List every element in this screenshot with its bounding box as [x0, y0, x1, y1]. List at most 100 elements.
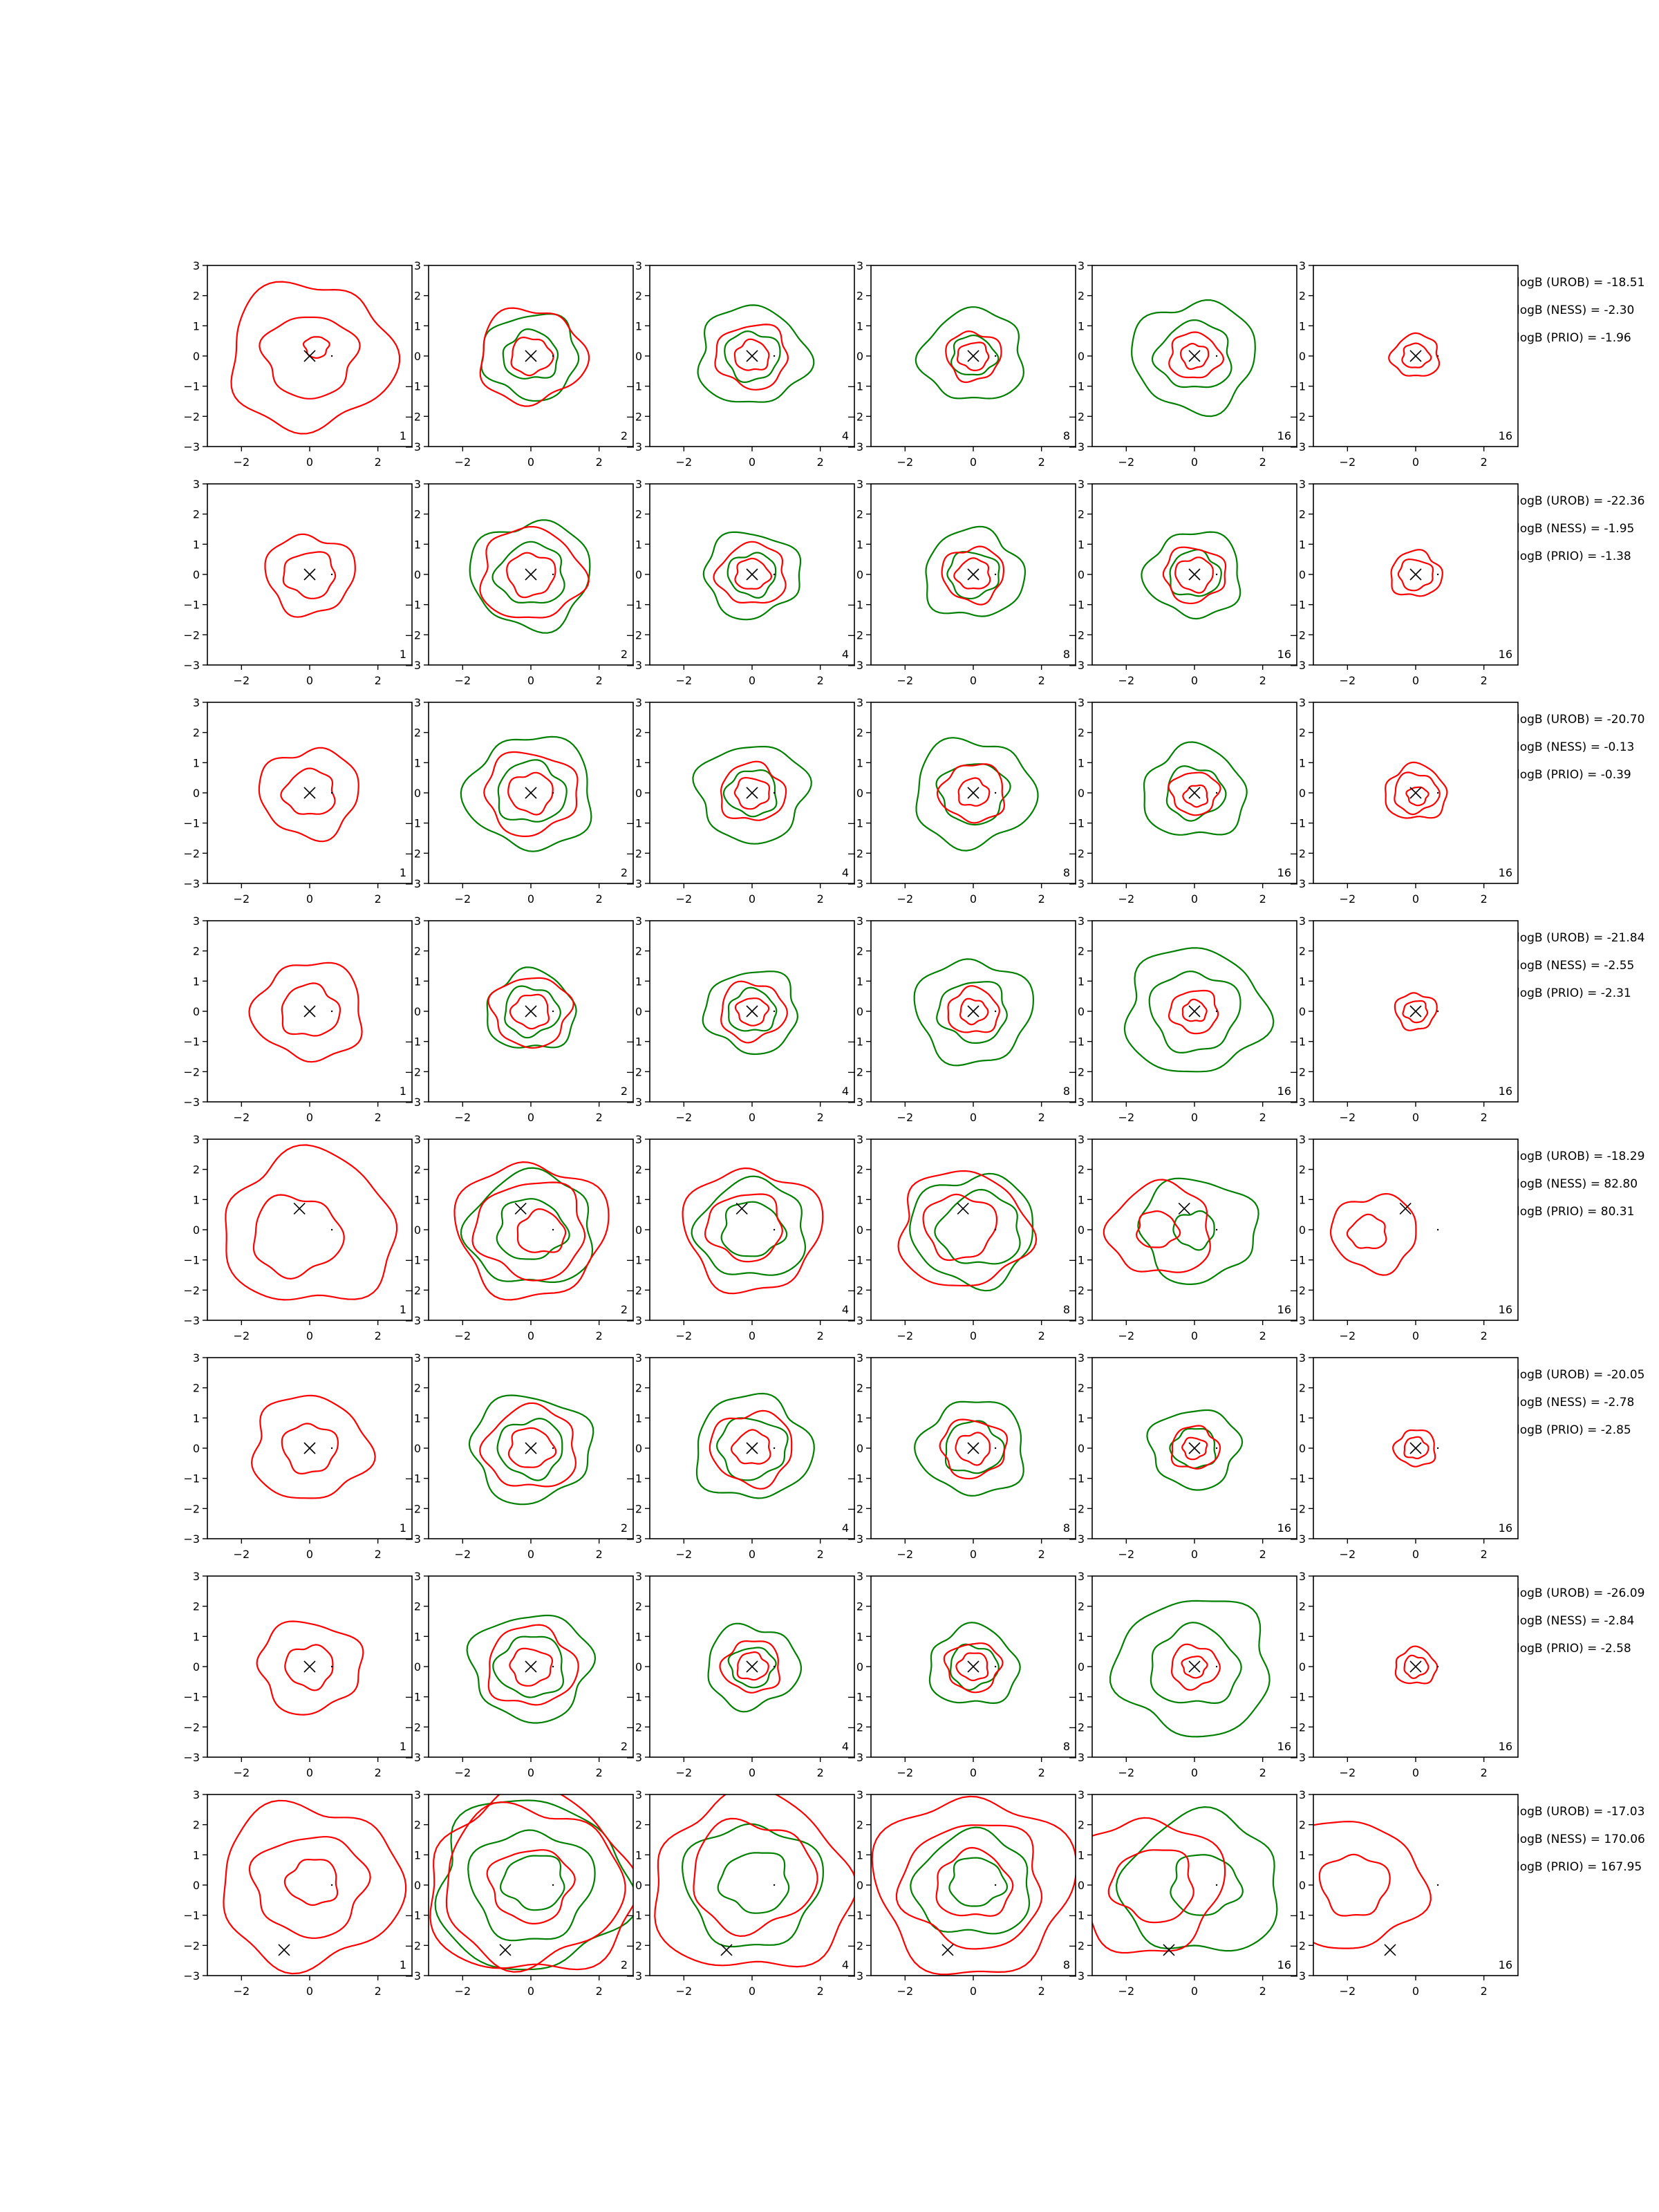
- y-tick-label: −2: [1068, 1065, 1085, 1078]
- green-contour-line: [915, 306, 1025, 400]
- y-tick-label: 3: [856, 1570, 863, 1583]
- y-tick-label: 2: [1078, 1382, 1085, 1395]
- y-tick-label: 2: [856, 1600, 863, 1613]
- red-contour-line: [302, 336, 330, 359]
- x-tick-label: 0: [527, 674, 534, 687]
- panel-label: 8: [1063, 866, 1070, 879]
- y-tick-label: 2: [1299, 290, 1306, 303]
- y-tick-label: −2: [847, 628, 863, 641]
- red-contour-line: [223, 1799, 407, 1975]
- x-tick-label: −2: [1118, 1985, 1135, 1998]
- contour-group: [1131, 299, 1256, 418]
- center-dot: [994, 1447, 997, 1450]
- y-tick-label: 1: [856, 319, 863, 332]
- y-tick-label: 1: [1299, 319, 1306, 332]
- logb-annotation: logB (PRIO) = -2.58: [1517, 1642, 1631, 1656]
- y-tick-label: 2: [1078, 945, 1085, 958]
- red-contour-line: [487, 1624, 579, 1706]
- axes-frame: [207, 1794, 413, 1976]
- red-contour-line: [1390, 549, 1443, 597]
- y-tick-label: −1: [183, 380, 200, 393]
- panel-r7c6: −2 0 2 −3 −2 −1 0 1 2 3 16: [1289, 1570, 1519, 1779]
- red-contour-line: [248, 962, 363, 1063]
- y-tick-label: 0: [635, 568, 642, 581]
- red-contour-line: [487, 977, 574, 1049]
- x-tick-label: −2: [1118, 1111, 1135, 1124]
- y-tick-label: −3: [404, 1096, 421, 1109]
- y-tick-label: −2: [847, 410, 863, 423]
- x-tick-label: 2: [1259, 1985, 1266, 1998]
- panel-r5c6: −2 0 2 −3 −2 −1 0 1 2 3 16: [1289, 1133, 1519, 1342]
- y-tick-label: 0: [193, 1660, 200, 1674]
- red-contour-line: [507, 1427, 557, 1468]
- y-tick-label: −1: [1068, 1691, 1085, 1704]
- y-tick-label: −1: [404, 1254, 421, 1267]
- y-tick-label: −1: [626, 817, 642, 830]
- x-tick-label: 2: [596, 1766, 603, 1779]
- y-tick-label: 3: [856, 1788, 863, 1801]
- center-dot: [1436, 791, 1439, 794]
- x-marker: [1188, 787, 1201, 799]
- x-tick-label: 0: [1412, 674, 1419, 687]
- x-tick-label: −2: [1118, 1329, 1135, 1342]
- center-dot: [773, 1665, 776, 1668]
- contour-group: [1313, 1820, 1432, 1949]
- x-tick-label: −2: [1340, 456, 1356, 469]
- y-tick-label: −2: [847, 1721, 863, 1734]
- y-tick-label: 2: [856, 1163, 863, 1177]
- x-tick-label: −2: [1340, 892, 1356, 906]
- panel-r1c6: −2 0 2 −3 −2 −1 0 1 2 3 16: [1289, 259, 1519, 469]
- x-tick-label: 0: [1412, 1329, 1419, 1342]
- y-tick-label: −2: [404, 847, 421, 860]
- y-tick-label: −2: [626, 1284, 642, 1297]
- logb-annotation: logB (PRIO) = 167.95: [1517, 1860, 1642, 1874]
- x-tick-label: 2: [1038, 1111, 1045, 1124]
- x-marker: [746, 787, 758, 799]
- x-marker: [303, 1660, 316, 1673]
- green-contour-line: [1172, 1210, 1215, 1251]
- red-contour-line: [1401, 342, 1432, 368]
- y-tick-label: 3: [193, 1133, 200, 1146]
- center-dot: [330, 1228, 333, 1231]
- x-tick-label: 0: [1191, 1766, 1198, 1779]
- contour-group: [486, 966, 577, 1049]
- panel-r6c6: −2 0 2 −3 −2 −1 0 1 2 3 16: [1289, 1351, 1519, 1561]
- red-contour-line: [225, 1144, 398, 1301]
- panel-label: 4: [842, 1085, 849, 1098]
- panel-label: 1: [400, 1958, 406, 1971]
- x-tick-label: −2: [1118, 674, 1135, 687]
- y-tick-label: −3: [847, 1751, 863, 1764]
- y-tick-label: 3: [414, 696, 421, 709]
- y-tick-label: 0: [193, 568, 200, 581]
- x-tick-label: 2: [1481, 674, 1488, 687]
- contour-group: [914, 1400, 1024, 1497]
- y-tick-label: 1: [1299, 1630, 1306, 1643]
- green-contour-line: [1146, 1409, 1244, 1491]
- y-tick-label: 2: [193, 290, 200, 303]
- y-tick-label: 0: [1078, 1660, 1085, 1674]
- panel-label: 8: [1063, 648, 1070, 661]
- contour-group: [460, 735, 592, 852]
- y-tick-label: −2: [183, 410, 200, 423]
- contour-group: [928, 1622, 1021, 1705]
- green-contour-line: [1141, 531, 1241, 620]
- y-tick-label: 3: [193, 1351, 200, 1365]
- y-tick-label: 1: [635, 538, 642, 551]
- contour-group: [230, 281, 401, 435]
- green-contour-line: [909, 1172, 1034, 1292]
- y-tick-label: −1: [183, 1691, 200, 1704]
- axes-frame: [1091, 1794, 1297, 1976]
- green-contour-line: [949, 1643, 1000, 1691]
- y-tick-label: −2: [404, 1939, 421, 1952]
- y-tick-label: 3: [193, 259, 200, 272]
- y-tick-label: −3: [183, 1314, 200, 1327]
- y-tick-label: −2: [626, 847, 642, 860]
- y-tick-label: −2: [404, 1502, 421, 1515]
- panel-label: 4: [842, 429, 849, 442]
- panel-label: 16: [1499, 1958, 1512, 1971]
- y-tick-label: −1: [183, 1909, 200, 1922]
- red-contour-line: [939, 1418, 1009, 1480]
- y-tick-label: −2: [1068, 1939, 1085, 1952]
- red-contour-line: [953, 557, 991, 590]
